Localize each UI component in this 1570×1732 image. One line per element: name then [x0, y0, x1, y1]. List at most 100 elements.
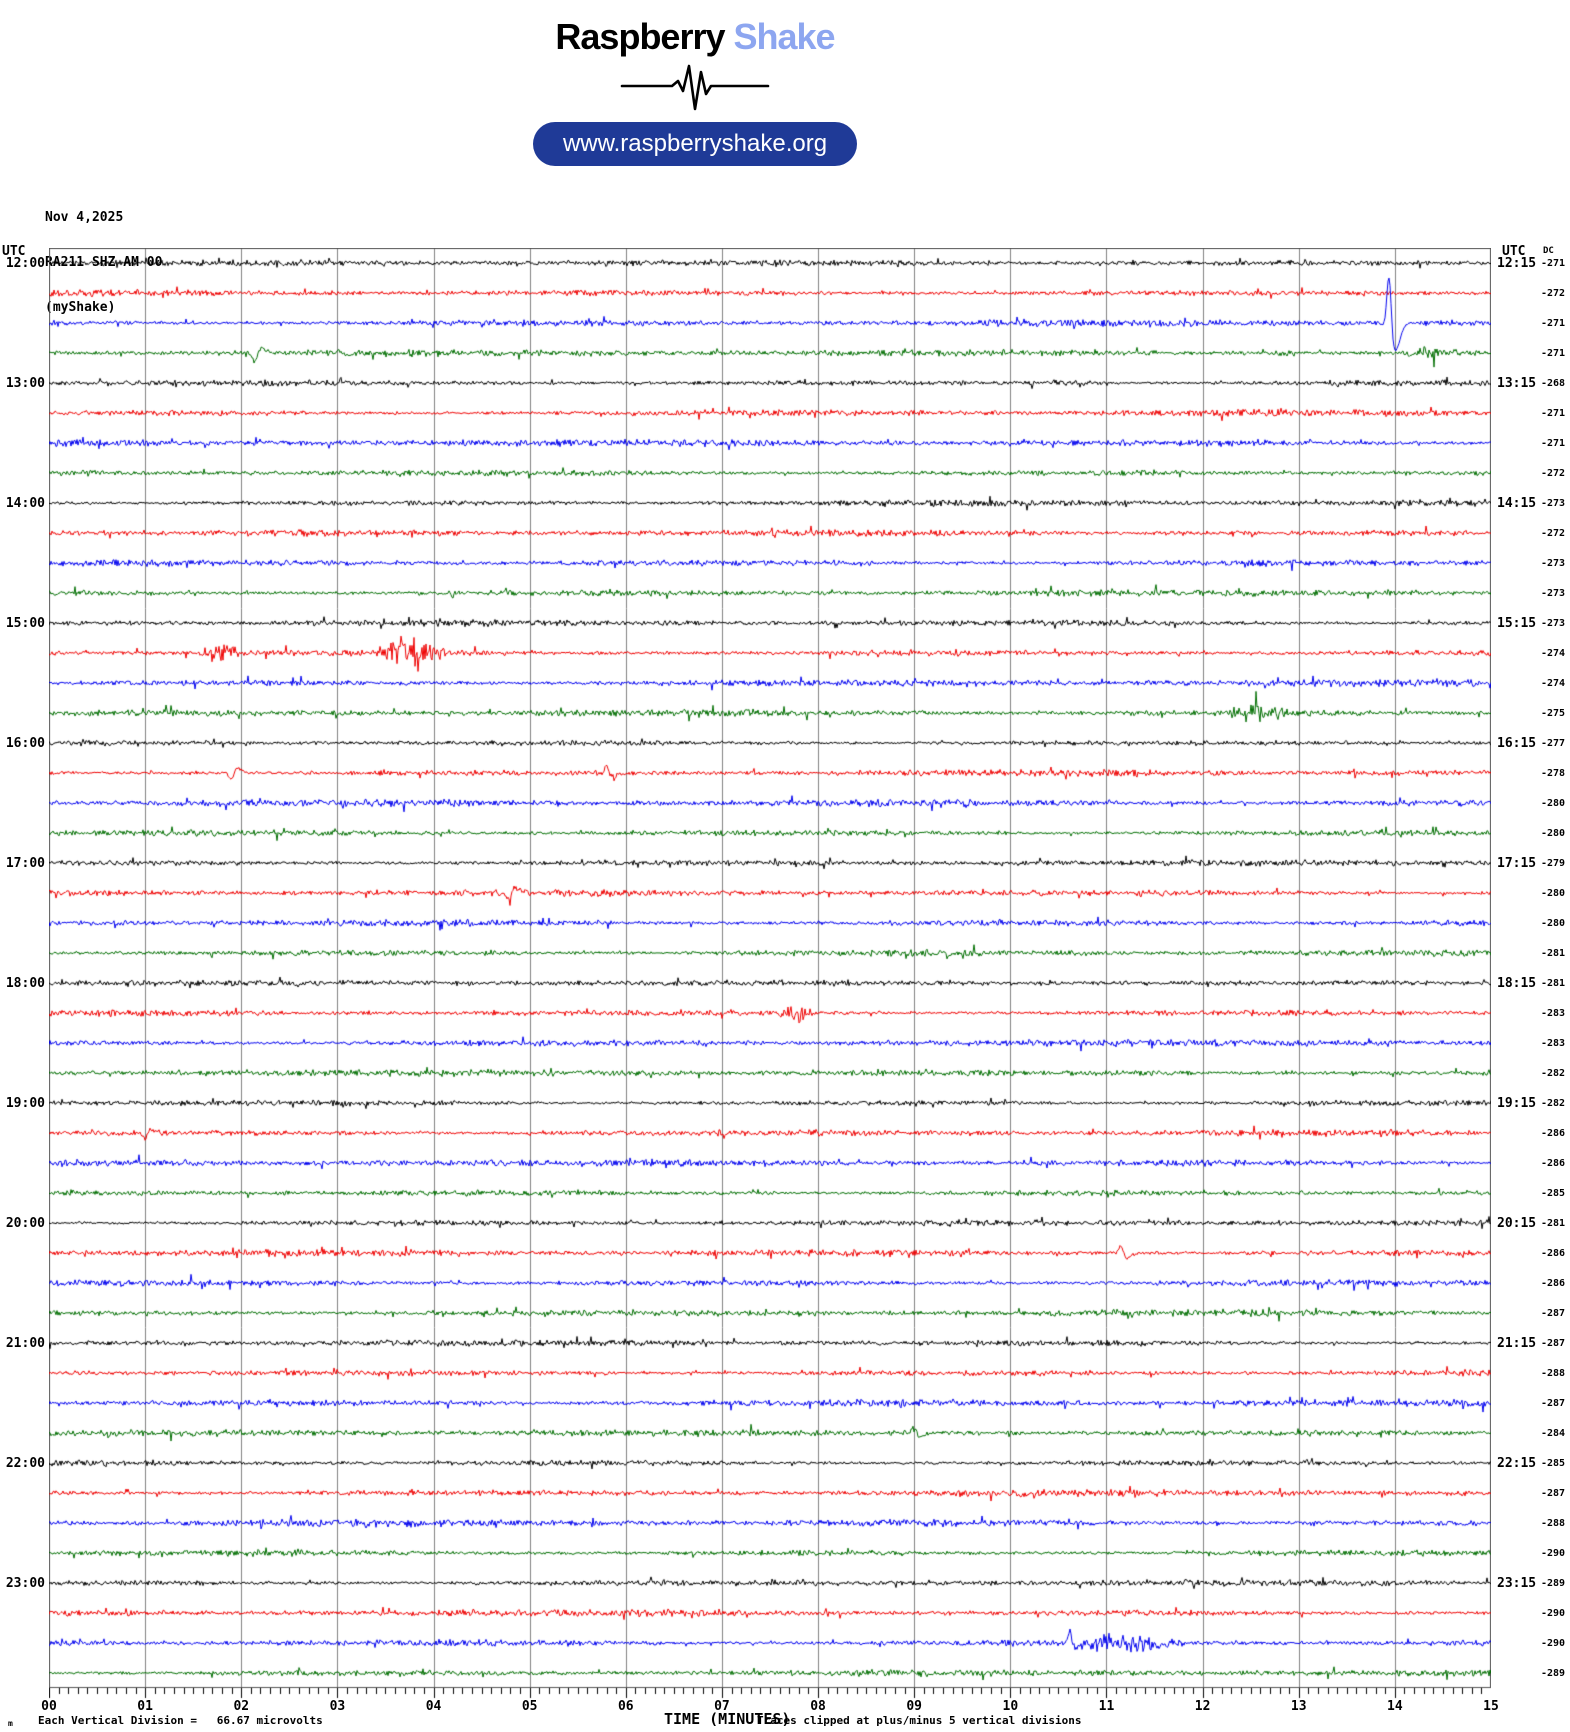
utc-left-label: 20:00: [5, 1216, 45, 1231]
utc-left-label: 18:00: [5, 976, 45, 991]
utc-right-label: 15:15: [1497, 616, 1537, 631]
dc-value: -287: [1541, 1338, 1566, 1349]
dc-value: -290: [1541, 1638, 1566, 1649]
utc-left-label: 14:00: [5, 496, 45, 511]
clip-note-text: Traces clipped at plus/minus 5 vertical …: [757, 1714, 1082, 1727]
x-axis-tick-label: 06: [617, 1699, 634, 1714]
dc-value: -284: [1541, 1428, 1566, 1439]
utc-right-label: 22:15: [1497, 1456, 1537, 1471]
x-axis-tick-label: 07: [714, 1699, 730, 1714]
dc-value: -268: [1541, 378, 1566, 389]
dc-value: -288: [1541, 1518, 1566, 1529]
dc-value: -271: [1541, 438, 1566, 449]
scale-marker-icon: m: [8, 1719, 13, 1728]
dc-value: -273: [1541, 588, 1566, 599]
dc-value: -273: [1541, 618, 1566, 629]
website-link-pill[interactable]: www.raspberryshake.org: [532, 122, 858, 166]
dc-value: -278: [1541, 768, 1566, 779]
dc-value: -283: [1541, 1038, 1566, 1049]
dc-value: -274: [1541, 678, 1566, 689]
dc-value: -281: [1541, 978, 1566, 989]
dc-value: -273: [1541, 498, 1566, 509]
utc-left-label: 16:00: [5, 736, 45, 751]
dc-value: -287: [1541, 1398, 1566, 1409]
dc-value: -290: [1541, 1548, 1566, 1559]
dc-value: -290: [1541, 1608, 1566, 1619]
dc-value: -287: [1541, 1308, 1566, 1319]
utc-right-label: 13:15: [1497, 376, 1537, 391]
utc-right-label: 12:15: [1497, 256, 1537, 271]
dc-value: -289: [1541, 1578, 1566, 1589]
x-axis-tick-label: 03: [329, 1699, 346, 1714]
dc-value: -272: [1541, 468, 1566, 479]
dc-value: -289: [1541, 1668, 1566, 1679]
utc-left-label: 21:00: [5, 1336, 45, 1351]
dc-value: -285: [1541, 1188, 1566, 1199]
dc-value: -271: [1541, 258, 1566, 269]
dc-value: -277: [1541, 738, 1566, 749]
x-axis-tick-label: 05: [521, 1699, 538, 1714]
dc-value: -286: [1541, 1128, 1566, 1139]
x-axis-tick-label: 00: [41, 1699, 57, 1714]
x-axis-tick-label: 11: [1098, 1699, 1115, 1714]
dc-value: -283: [1541, 1008, 1566, 1019]
dc-value: -280: [1541, 828, 1566, 839]
x-axis-tick-label: 10: [1002, 1699, 1019, 1714]
dc-value: -281: [1541, 948, 1566, 959]
logo-text-raspberry: Raspberry: [555, 16, 725, 57]
utc-right-label: 20:15: [1497, 1216, 1537, 1231]
dc-header: DC: [1543, 246, 1554, 256]
dc-value: -280: [1541, 918, 1566, 929]
utc-right-label: 19:15: [1497, 1096, 1537, 1111]
logo-text-shake: Shake: [733, 16, 836, 57]
dc-value: -279: [1541, 858, 1566, 869]
dc-value: -285: [1541, 1458, 1566, 1469]
dc-value: -274: [1541, 648, 1566, 659]
station-date: Nov 4,2025: [45, 210, 124, 225]
utc-left-label: 22:00: [5, 1456, 45, 1471]
x-axis-tick-label: 15: [1483, 1699, 1499, 1714]
utc-right-header: UTC: [1502, 244, 1526, 259]
x-axis-tick-label: 09: [906, 1699, 923, 1714]
dc-value: -271: [1541, 348, 1566, 359]
vertical-division-scale-text: Each Vertical Division = 66.67 microvolt…: [38, 1714, 323, 1727]
x-axis-tick-label: 04: [425, 1699, 442, 1714]
dc-value: -271: [1541, 318, 1566, 329]
dc-value: -286: [1541, 1158, 1566, 1169]
utc-left-label: 17:00: [5, 856, 45, 871]
utc-left-label: 13:00: [5, 376, 45, 391]
dc-value: -280: [1541, 888, 1566, 899]
dc-value: -286: [1541, 1248, 1566, 1259]
x-axis-tick-label: 02: [233, 1699, 250, 1714]
utc-right-label: 16:15: [1497, 736, 1537, 751]
dc-value: -282: [1541, 1068, 1566, 1079]
dc-value: -286: [1541, 1278, 1566, 1289]
utc-left-label: 15:00: [5, 616, 45, 631]
dc-value: -287: [1541, 1488, 1566, 1499]
dc-value: -288: [1541, 1368, 1566, 1379]
utc-right-label: 18:15: [1497, 976, 1537, 991]
dc-value: -273: [1541, 558, 1566, 569]
x-axis-tick-label: 08: [810, 1699, 826, 1714]
dc-value: -272: [1541, 288, 1566, 299]
seismic-pulse-icon: [620, 64, 770, 111]
dc-value: -275: [1541, 708, 1566, 719]
utc-right-label: 23:15: [1497, 1576, 1537, 1591]
utc-left-label: 19:00: [5, 1096, 45, 1111]
x-axis-tick-label: 13: [1290, 1699, 1307, 1714]
page-header: Raspberry Shake www.raspberryshake.org: [0, 16, 1390, 166]
utc-right-label: 21:15: [1497, 1336, 1537, 1351]
utc-right-label: 14:15: [1497, 496, 1537, 511]
dc-value: -272: [1541, 528, 1566, 539]
x-axis-title: TIME (MINUTES): [664, 1710, 791, 1728]
dc-value: -280: [1541, 798, 1566, 809]
dc-value: -271: [1541, 408, 1566, 419]
logo: Raspberry Shake: [0, 16, 1390, 58]
dc-value: -282: [1541, 1098, 1566, 1109]
x-axis-tick-label: 12: [1194, 1699, 1211, 1714]
utc-left-label: 12:00: [5, 256, 45, 271]
x-axis-tick-label: 14: [1387, 1699, 1403, 1714]
utc-right-label: 17:15: [1497, 856, 1537, 871]
utc-left-header: UTC: [2, 244, 26, 259]
utc-left-label: 23:00: [5, 1576, 45, 1591]
